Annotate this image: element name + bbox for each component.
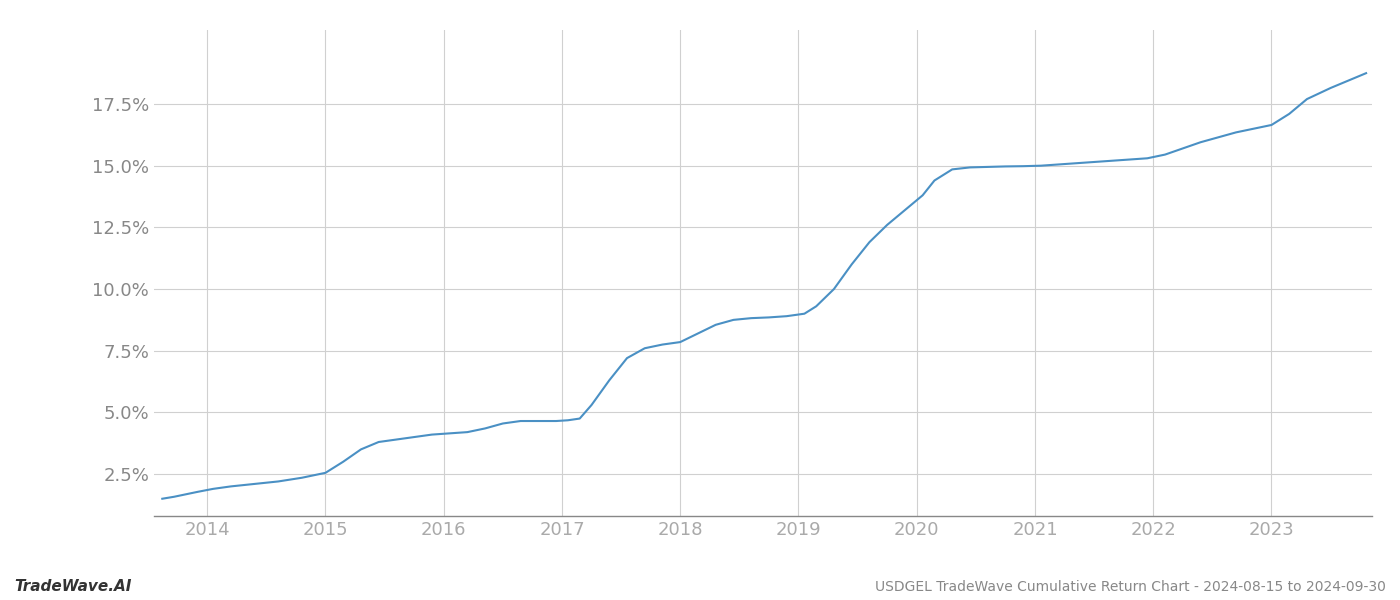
Text: TradeWave.AI: TradeWave.AI — [14, 579, 132, 594]
Text: USDGEL TradeWave Cumulative Return Chart - 2024-08-15 to 2024-09-30: USDGEL TradeWave Cumulative Return Chart… — [875, 580, 1386, 594]
